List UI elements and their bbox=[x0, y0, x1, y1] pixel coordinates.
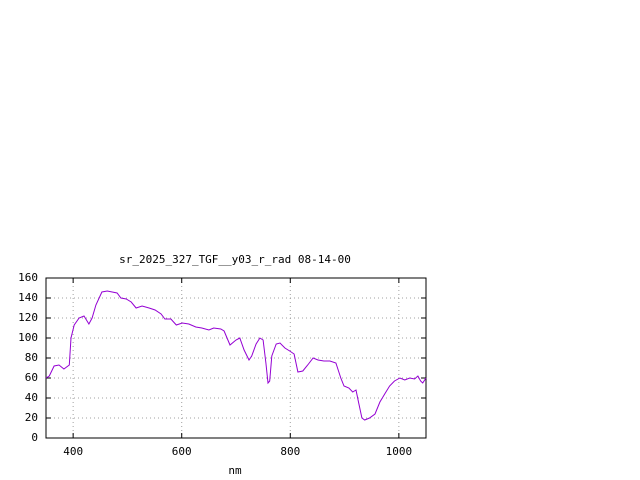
y-tick-label: 80 bbox=[25, 351, 38, 364]
x-tick-label: 600 bbox=[172, 445, 192, 458]
y-tick-label: 0 bbox=[31, 431, 38, 444]
y-tick-label: 160 bbox=[18, 271, 38, 284]
y-tick-label: 20 bbox=[25, 411, 38, 424]
plot-border bbox=[45, 277, 427, 439]
y-tick-label: 120 bbox=[18, 311, 38, 324]
x-tick-label: 800 bbox=[280, 445, 300, 458]
data-line bbox=[45, 290, 427, 421]
x-axis-label: nm bbox=[228, 464, 242, 477]
x-tick-label: 1000 bbox=[386, 445, 413, 458]
y-tick-label: 60 bbox=[25, 371, 38, 384]
y-tick-label: 100 bbox=[18, 331, 38, 344]
y-tick-label: 140 bbox=[18, 291, 38, 304]
chart-title: sr_2025_327_TGF__y03_r_rad 08-14-00 bbox=[119, 253, 351, 266]
y-tick-label: 40 bbox=[25, 391, 38, 404]
x-tick-label: 400 bbox=[63, 445, 83, 458]
